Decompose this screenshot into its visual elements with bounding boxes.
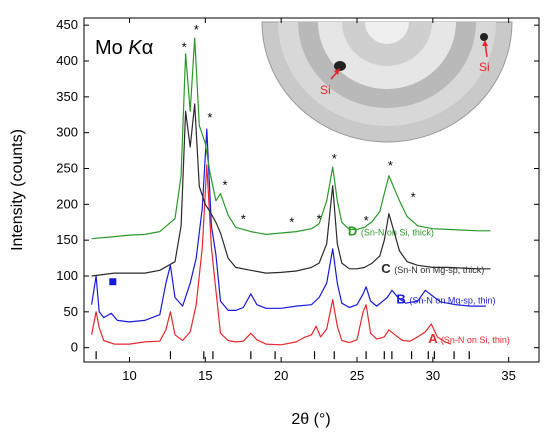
star-mark: * bbox=[289, 215, 294, 230]
y-tick-label: 50 bbox=[64, 304, 78, 319]
star-marks: * * * * * * * * * * * bbox=[182, 22, 416, 230]
y-tick-label: 200 bbox=[56, 196, 78, 211]
series-labels: A (Sn-N on Si, thin) B (Sn-N on Mg-sp, th… bbox=[348, 224, 510, 347]
x-tick-label: 20 bbox=[274, 368, 288, 383]
y-axis-label: Intensity (counts) bbox=[9, 129, 26, 251]
x-axis-label: 2θ (°) bbox=[291, 411, 330, 428]
series-label-D: D (Sn-N on Si, thick) bbox=[348, 224, 434, 239]
inset-arrowhead-right bbox=[482, 40, 488, 46]
star-mark: * bbox=[207, 110, 212, 125]
y-tick-label: 450 bbox=[56, 17, 78, 32]
series-line-A bbox=[91, 164, 452, 346]
y-tick-label: 300 bbox=[56, 125, 78, 140]
star-mark: * bbox=[223, 177, 228, 192]
diffraction-inset: Si Si bbox=[261, 21, 513, 143]
square-mark-group bbox=[109, 278, 117, 286]
x-tick-label: 10 bbox=[122, 368, 136, 383]
series-label-A: A (Sn-N on Si, thin) bbox=[428, 331, 510, 346]
star-mark: * bbox=[317, 212, 322, 227]
series-line-D bbox=[91, 37, 491, 240]
chart-title: Mo Kα bbox=[95, 37, 153, 59]
y-tick-label: 150 bbox=[56, 232, 78, 247]
y-axis: 0 50 100 150 200 250 300 350 400 450 bbox=[56, 17, 539, 355]
star-mark: * bbox=[411, 189, 416, 204]
reference-marks bbox=[95, 351, 470, 360]
square-mark bbox=[109, 278, 117, 286]
x-tick-label: 25 bbox=[350, 368, 364, 383]
star-mark: * bbox=[332, 151, 337, 166]
y-tick-label: 400 bbox=[56, 53, 78, 68]
y-tick-label: 0 bbox=[71, 340, 78, 355]
series-line-C bbox=[91, 103, 491, 277]
y-tick-label: 100 bbox=[56, 268, 78, 283]
inset-label-right: Si bbox=[479, 60, 490, 74]
inset-label-left: Si bbox=[320, 83, 331, 97]
star-mark: * bbox=[182, 40, 187, 55]
star-mark: * bbox=[388, 158, 393, 173]
x-tick-label: 30 bbox=[426, 368, 440, 383]
y-tick-label: 250 bbox=[56, 161, 78, 176]
star-mark: * bbox=[364, 213, 369, 228]
y-tick-label: 350 bbox=[56, 89, 78, 104]
inset-spot-right bbox=[480, 33, 488, 41]
series-label-C: C (Sn-N on Mg-sp, thick) bbox=[381, 261, 484, 276]
star-mark: * bbox=[241, 212, 246, 227]
x-tick-label: 35 bbox=[501, 368, 515, 383]
series-line-B bbox=[91, 128, 486, 323]
plot-frame bbox=[83, 17, 540, 363]
star-mark: * bbox=[194, 22, 199, 37]
x-axis: 10 15 20 25 30 35 bbox=[122, 18, 516, 383]
inset-arrowhead-left bbox=[334, 68, 340, 75]
x-tick-label: 15 bbox=[198, 368, 212, 383]
inset-center bbox=[365, 22, 409, 44]
series-label-B: B (Sn-N on Mg-sp, thin) bbox=[396, 292, 495, 307]
series-lines bbox=[91, 37, 491, 346]
inset-spot-left bbox=[334, 61, 346, 71]
